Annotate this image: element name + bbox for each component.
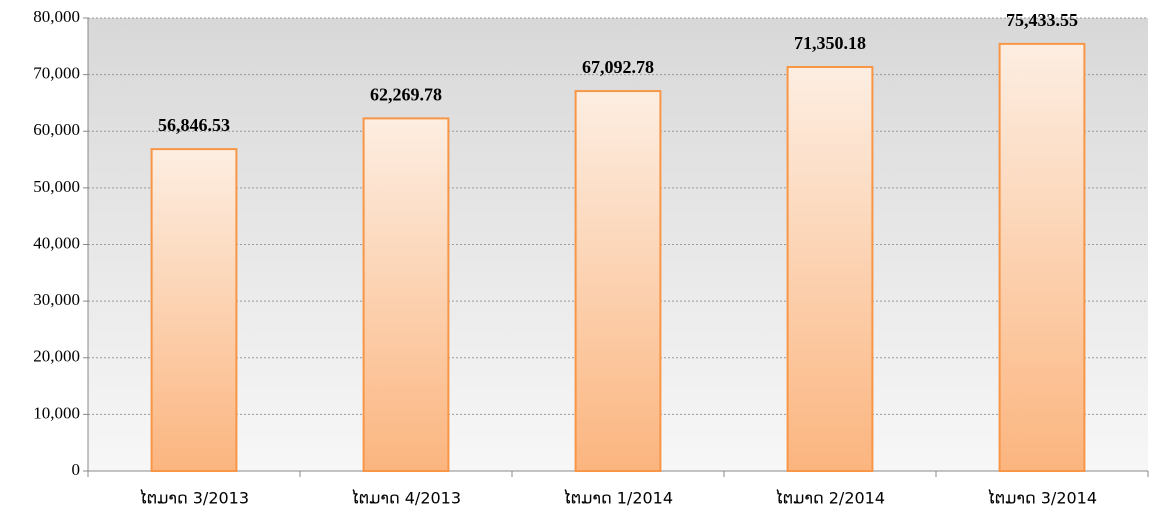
y-tick-label: 20,000 <box>33 347 80 366</box>
y-tick-label: 80,000 <box>33 7 80 26</box>
y-tick-label: 70,000 <box>33 64 80 83</box>
y-tick-label: 10,000 <box>33 403 80 422</box>
value-label: 56,846.53 <box>158 115 230 135</box>
y-tick-label: 40,000 <box>33 233 80 252</box>
x-tick-label: ໄຕມາດ 3/2013 <box>139 489 249 508</box>
value-label: 75,433.55 <box>1006 10 1078 30</box>
x-tick-label: ໄຕມາດ 4/2013 <box>351 489 461 508</box>
y-tick-label: 60,000 <box>33 120 80 139</box>
y-tick-label: 0 <box>72 460 81 479</box>
y-tick-label: 50,000 <box>33 177 80 196</box>
value-label: 71,350.18 <box>794 33 866 53</box>
bar <box>574 90 662 473</box>
bar <box>998 42 1086 473</box>
bar <box>786 65 874 472</box>
value-label: 67,092.78 <box>582 57 654 77</box>
value-label: 62,269.78 <box>370 85 442 105</box>
x-tick-label: ໄຕມາດ 2/2014 <box>775 489 885 508</box>
bar <box>150 148 238 472</box>
x-tick-label: ໄຕມາດ 3/2014 <box>987 489 1097 508</box>
y-tick-label: 30,000 <box>33 290 80 309</box>
bar <box>362 117 450 472</box>
x-tick-label: ໄຕມາດ 1/2014 <box>563 489 673 508</box>
